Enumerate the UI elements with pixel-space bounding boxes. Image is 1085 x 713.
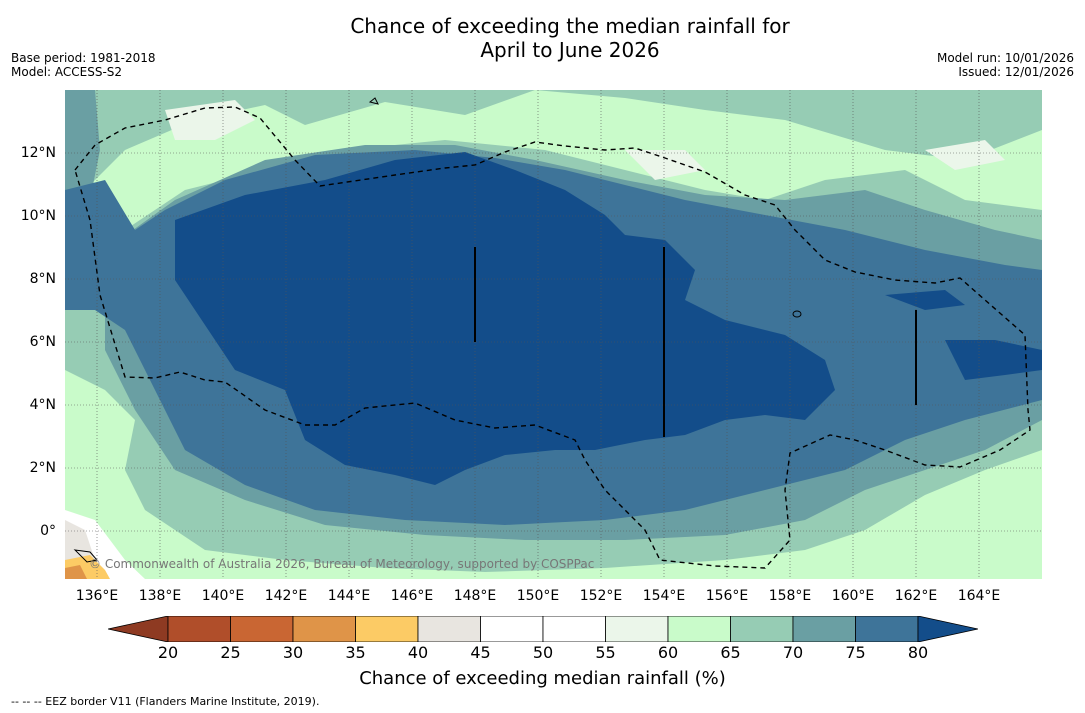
- cb-segment-9: [667, 615, 731, 643]
- cb-segment-8: [605, 615, 669, 643]
- rainfall-map: [65, 90, 1042, 579]
- cb-segment-5: [417, 615, 481, 643]
- lat-label-0: 0°: [40, 523, 56, 539]
- model-name: Model: ACCESS-S2: [11, 65, 123, 79]
- lon-label-158e: 158°E: [768, 588, 812, 604]
- lon-label-140e: 140°E: [201, 588, 245, 604]
- lat-label-4n: 4°N: [29, 397, 56, 413]
- cb-segment-12: [855, 615, 919, 643]
- lon-label-146e: 146°E: [390, 588, 434, 604]
- lat-label-12n: 12°N: [20, 145, 56, 161]
- lon-label-162e: 162°E: [894, 588, 938, 604]
- islets: [73, 97, 802, 563]
- cb-tick-20: 20: [157, 643, 179, 662]
- cb-tick-55: 55: [595, 643, 616, 662]
- issued-date: Issued: 12/01/2026: [958, 65, 1074, 79]
- lon-label-156e: 156°E: [705, 588, 749, 604]
- lon-label-136e: 136°E: [75, 588, 119, 604]
- copyright-notice: © Commonwealth of Australia 2026, Bureau…: [89, 557, 595, 571]
- lon-label-144e: 144°E: [327, 588, 371, 604]
- cb-segment-6: [480, 615, 544, 643]
- meta-right: Model run: 10/01/2026 Issued: 12/01/2026: [937, 51, 1074, 79]
- cb-tick-25: 25: [220, 643, 241, 662]
- cb-segment-3: [292, 615, 356, 643]
- chart-title: Chance of exceeding the median rainfall …: [0, 14, 1085, 62]
- lon-label-150e: 150°E: [516, 588, 560, 604]
- lon-label-152e: 152°E: [579, 588, 623, 604]
- lat-label-6n: 6°N: [29, 334, 56, 350]
- cb-tick-45: 45: [470, 643, 491, 662]
- band-30-35: [65, 565, 87, 579]
- lat-label-2n: 2°N: [29, 460, 56, 476]
- colorbar: [107, 615, 979, 643]
- lon-label-154e: 154°E: [642, 588, 686, 604]
- base-period: Base period: 1981-2018: [11, 51, 156, 65]
- meta-left: Base period: 1981-2018 Model: ACCESS-S2: [11, 51, 156, 79]
- lon-label-160e: 160°E: [831, 588, 875, 604]
- cb-tick-75: 75: [845, 643, 866, 662]
- cb-segment-7: [542, 615, 606, 643]
- cb-segment-10: [730, 615, 794, 643]
- cb-tick-80: 80: [907, 643, 929, 662]
- colorbar-svg: [107, 615, 979, 643]
- cb-tick-60: 60: [657, 643, 679, 662]
- cb-tick-35: 35: [345, 643, 366, 662]
- cb-segment-2: [230, 615, 294, 643]
- cb-extend-low: [107, 615, 169, 643]
- lat-label-8n: 8°N: [29, 271, 56, 287]
- title-line-2: April to June 2026: [480, 38, 660, 62]
- islands: [474, 247, 917, 437]
- cb-tick-65: 65: [720, 643, 741, 662]
- map-svg: [65, 90, 1042, 579]
- title-line-1: Chance of exceeding the median rainfall …: [350, 14, 790, 38]
- cb-segment-11: [792, 615, 856, 643]
- lat-label-10n: 10°N: [20, 208, 56, 224]
- lon-label-148e: 148°E: [453, 588, 497, 604]
- cb-tick-50: 50: [532, 643, 554, 662]
- colorbar-title: Chance of exceeding median rainfall (%): [359, 668, 726, 689]
- cb-tick-70: 70: [782, 643, 804, 662]
- model-run: Model run: 10/01/2026: [936, 51, 1074, 65]
- cb-segment-1: [167, 615, 231, 643]
- gridlines: [65, 90, 1042, 579]
- cb-tick-40: 40: [407, 643, 429, 662]
- lon-label-138e: 138°E: [138, 588, 182, 604]
- cb-segment-4: [355, 615, 419, 643]
- eez-borders: [74, 106, 1031, 569]
- lon-label-142e: 142°E: [264, 588, 308, 604]
- cb-tick-30: 30: [282, 643, 304, 662]
- band-80-core: [175, 152, 1042, 485]
- eez-legend: -- -- -- EEZ border V11 (Flanders Marine…: [11, 695, 320, 708]
- lon-label-164e: 164°E: [957, 588, 1001, 604]
- cb-extend-high: [917, 615, 979, 643]
